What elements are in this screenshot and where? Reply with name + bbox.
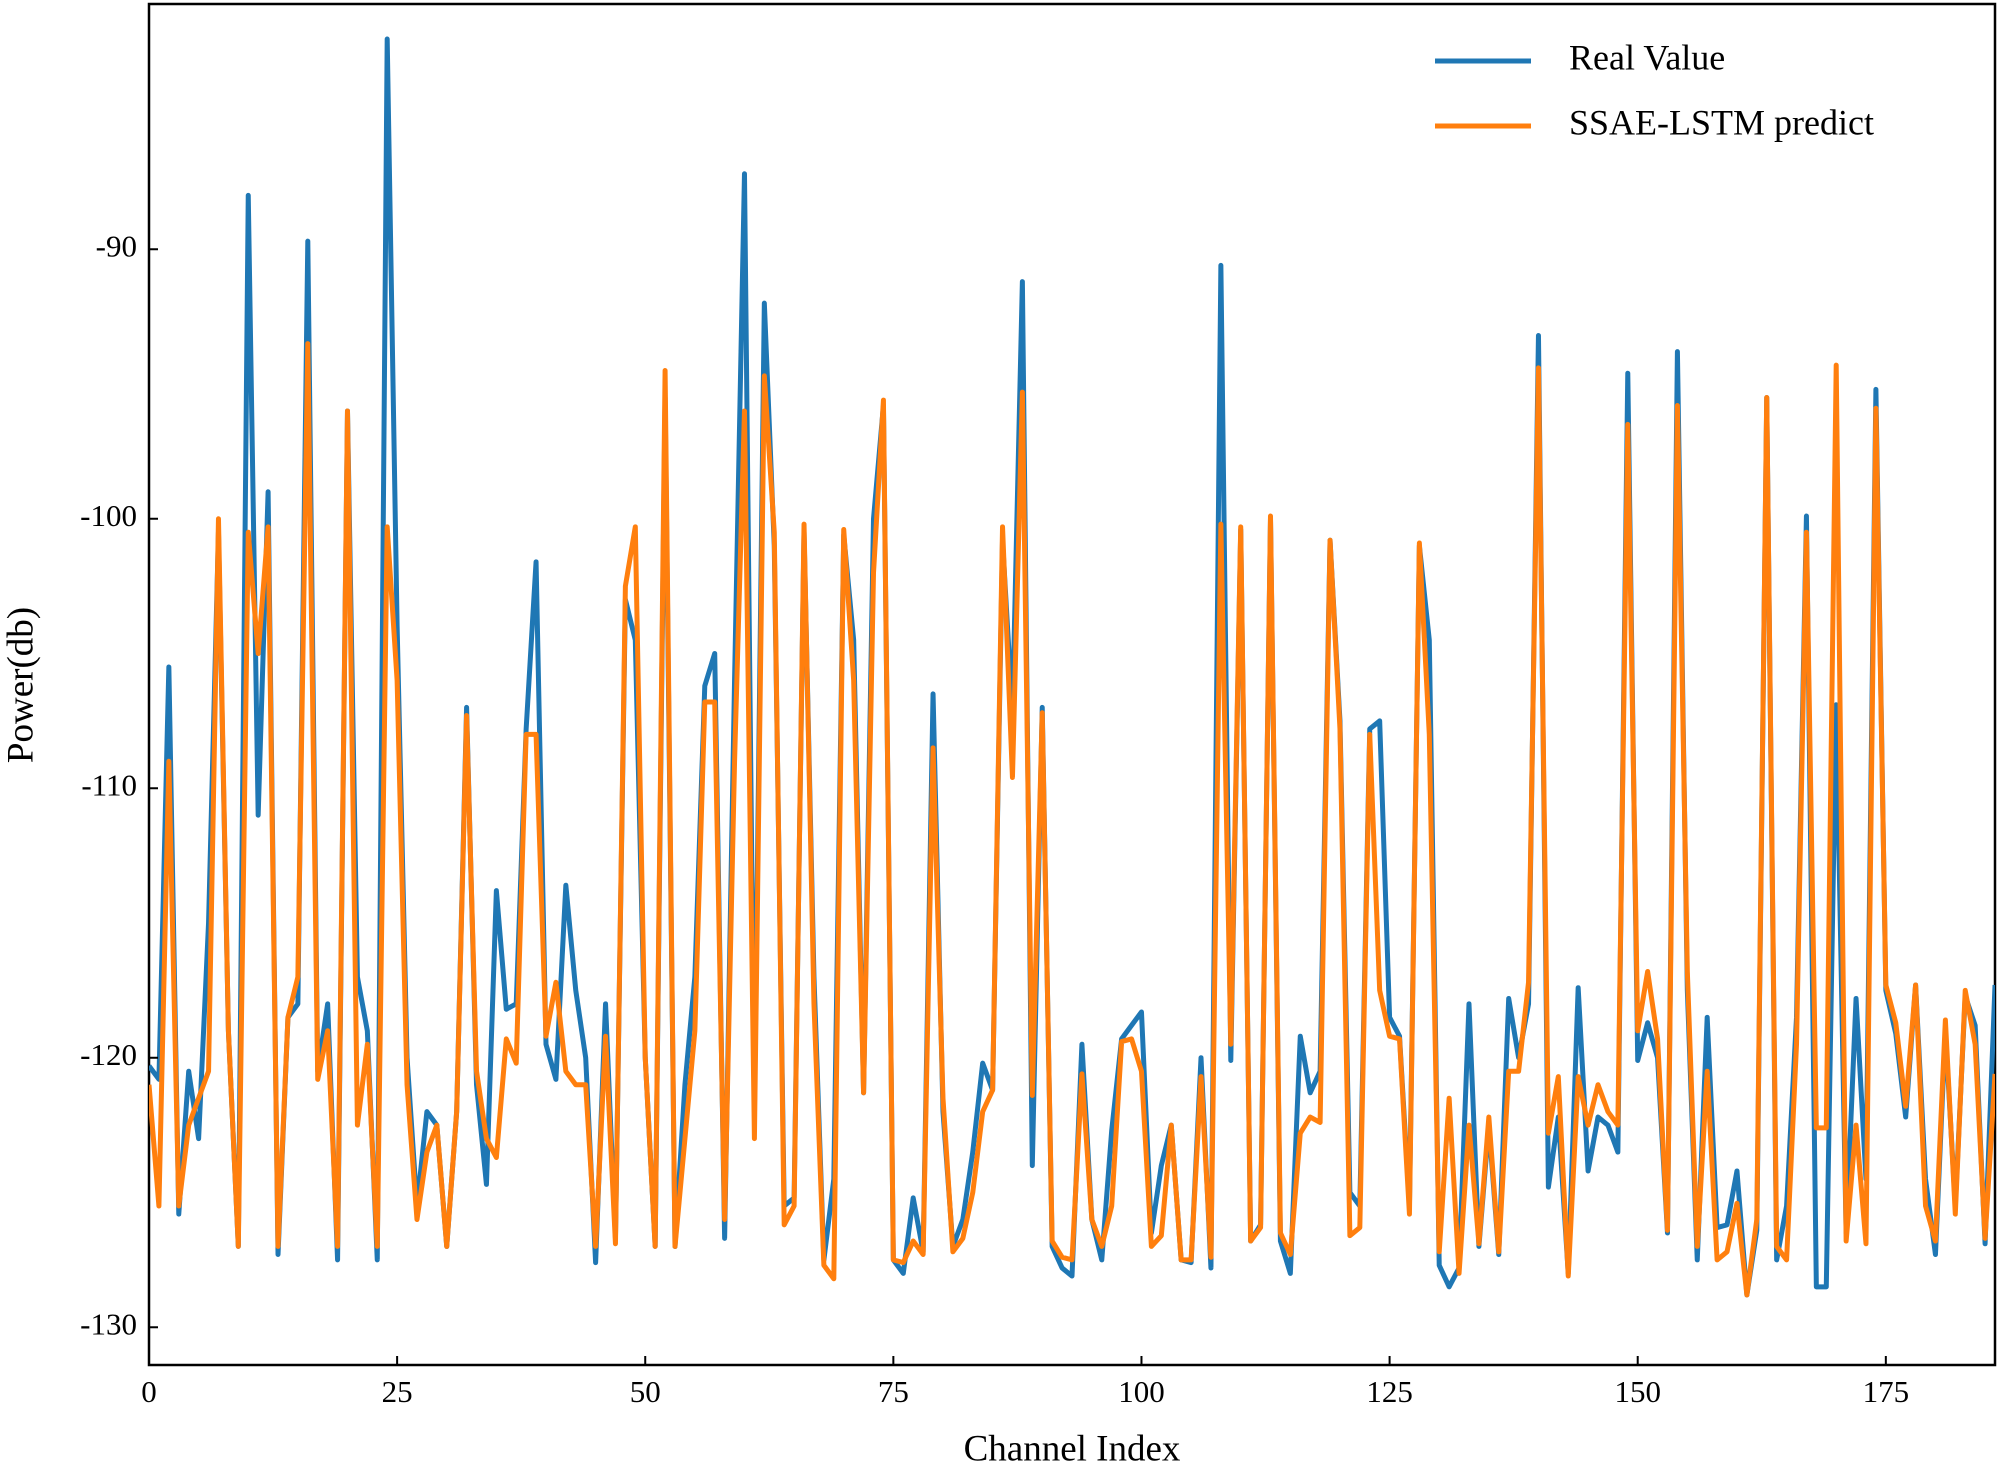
plot-frame bbox=[147, 2, 1997, 1367]
x-tick-label: 0 bbox=[141, 1374, 157, 1409]
legend-label: Real Value bbox=[1569, 37, 1725, 77]
y-axis-label: Power(db) bbox=[0, 607, 41, 763]
x-tick-label: 50 bbox=[630, 1374, 661, 1409]
lines bbox=[149, 36, 1995, 1298]
y-tick-label: -110 bbox=[81, 767, 137, 802]
x-tick-label: 100 bbox=[1118, 1374, 1165, 1409]
y-tick-label: -90 bbox=[96, 228, 137, 263]
series-line bbox=[149, 36, 1995, 1298]
y-tick-label: -100 bbox=[80, 498, 137, 533]
y-tick-label: -130 bbox=[80, 1306, 137, 1341]
series-line bbox=[149, 341, 1995, 1298]
x-tick-label: 25 bbox=[382, 1374, 413, 1409]
x-axis-label: Channel Index bbox=[964, 1428, 1181, 1468]
x-tick-label: 150 bbox=[1614, 1374, 1661, 1409]
x-tick-label: 175 bbox=[1863, 1374, 1910, 1409]
legend-label: SSAE-LSTM predict bbox=[1569, 102, 1874, 142]
x-tick-label: 125 bbox=[1366, 1374, 1413, 1409]
y-tick-label: -120 bbox=[80, 1037, 137, 1072]
x-tick-label: 75 bbox=[878, 1374, 909, 1409]
